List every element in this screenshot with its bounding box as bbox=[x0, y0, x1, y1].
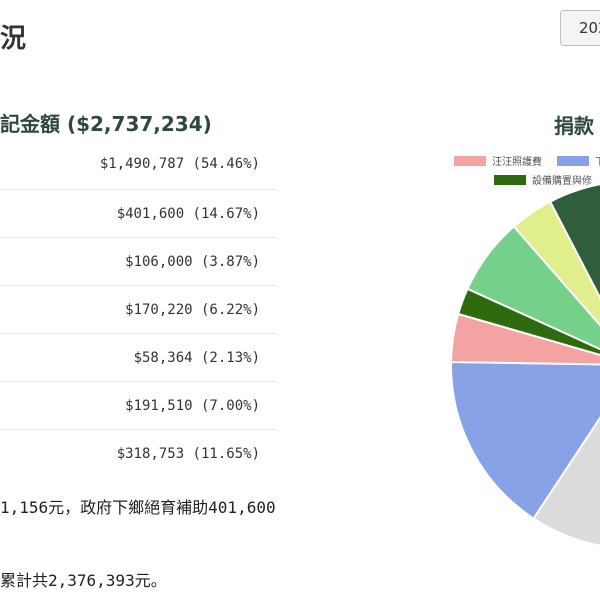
amount-row: $318,753 (11.65%) bbox=[116, 446, 260, 462]
legend-swatch bbox=[454, 155, 486, 166]
pie-slice[interactable] bbox=[466, 225, 600, 365]
legend-swatch bbox=[494, 174, 526, 185]
cumulative-total-note: 累計共2,376,393元。 bbox=[0, 571, 167, 590]
page-title: 況 bbox=[0, 24, 27, 54]
pie-slice[interactable] bbox=[450, 312, 600, 366]
donation-amount-title: 記金額 ($2,737,234) bbox=[0, 112, 212, 136]
amount-row: $170,220 (6.22%) bbox=[0, 286, 276, 334]
legend-label: 設備購置與修 bbox=[532, 176, 592, 187]
amount-row: $191,510 (7.00%) bbox=[0, 382, 276, 430]
legend-item-subsidy[interactable]: 下 bbox=[557, 153, 600, 168]
chart-title: 捐款 bbox=[554, 114, 594, 138]
legend-swatch bbox=[557, 155, 589, 166]
subsidy-note: 1,156元，政府下鄉絕育補助401,600 bbox=[0, 498, 276, 517]
amount-list: $1,490,787 (54.46%) $401,600 (14.67%) $1… bbox=[0, 138, 276, 478]
legend-item-equipment[interactable]: 設備購置與修 bbox=[494, 172, 592, 187]
legend-item-care-fee[interactable]: 汪汪照護費 bbox=[454, 153, 542, 168]
amount-row: $401,600 (14.67%) bbox=[0, 190, 276, 238]
amount-row: $1,490,787 (54.46%) bbox=[0, 138, 276, 190]
amount-row: $106,000 (3.87%) bbox=[0, 238, 276, 286]
pie-slice[interactable] bbox=[450, 360, 600, 520]
legend-label: 下 bbox=[595, 153, 600, 168]
pie-slice[interactable] bbox=[456, 287, 600, 365]
year-select-button[interactable]: 202 bbox=[560, 10, 600, 46]
pie-slice[interactable] bbox=[548, 181, 600, 365]
pie-slice[interactable] bbox=[532, 181, 600, 549]
pie-slice[interactable] bbox=[512, 200, 600, 365]
amount-row: $58,364 (2.13%) bbox=[0, 334, 276, 382]
legend-label: 汪汪照護費 bbox=[492, 157, 542, 168]
